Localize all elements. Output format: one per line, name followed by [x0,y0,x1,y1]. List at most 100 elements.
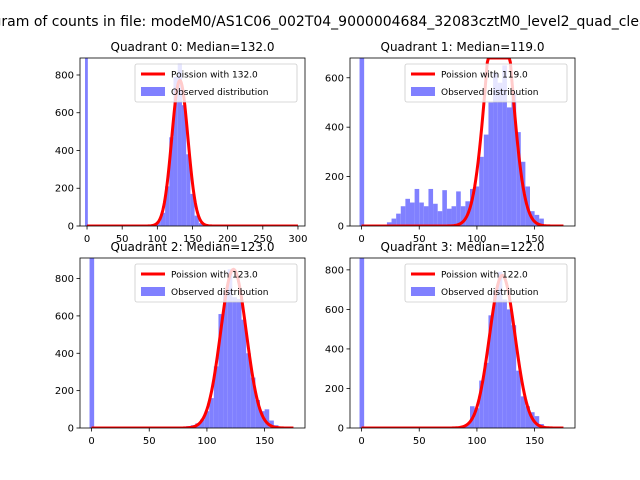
y-tick-label: 800 [55,70,74,81]
subplot-title: Quadrant 3: Median=122.0 [381,240,545,254]
hist-bar [198,223,204,226]
hist-bar [173,76,178,226]
x-tick-label: 100 [467,436,486,447]
y-tick-label: 800 [55,274,74,285]
legend-box [134,263,298,303]
legend-box [134,63,298,103]
legend-label-hist: Observed distribution [171,88,268,98]
hist-bar [534,416,540,428]
y-tick-label: 200 [325,384,344,395]
plot-area [85,58,299,226]
hist-bar-zero [359,258,365,428]
x-tick-label: 50 [143,436,156,447]
axes-frame [79,257,306,429]
y-tick-label: 400 [325,123,344,134]
hist-bar-zero [85,58,88,226]
hist-bar [236,299,242,428]
hist-bar [410,202,415,226]
x-tick-label: 200 [218,234,237,245]
hist-bar [539,218,544,226]
x-tick-label: 0 [88,436,94,447]
subplot-quadrant-0: 0 50 100 150 200 250 300 0 200 400 600 800 Quadrant … [55,40,308,245]
hist-bar [446,208,452,226]
x-tick-label: 100 [467,234,486,245]
y-tick-label: 0 [338,222,344,233]
y-tick-label: 200 [325,172,344,183]
hist-bar [177,63,182,226]
y-tick-label: 600 [55,311,74,322]
axes-frame [349,257,576,429]
legend: Poission with 132.0 Observed distribution [134,63,298,103]
subplot-grid: 0 50 100 150 200 250 300 0 200 400 600 800 Quadrant … [55,40,576,447]
hist-bar [186,154,191,226]
y-tick-label: 400 [325,344,344,355]
y-tick-label: 800 [325,265,344,276]
legend-label-poisson: Poission with 132.0 [171,71,258,81]
hist-bar [442,190,447,226]
plot-area [359,258,564,428]
poisson-curve [361,273,564,428]
subplot-title: Quadrant 0: Median=132.0 [111,40,275,54]
hist-bar [213,366,219,428]
x-tick-label: 150 [255,436,274,447]
y-tick-label: 600 [325,73,344,84]
hist-bar [264,409,270,428]
hist-bar [269,420,274,428]
legend: Poission with 123.0 Observed distribution [134,263,298,303]
x-tick-label: 0 [358,234,364,245]
hist-bar [520,396,526,428]
hist-bar [516,132,521,226]
hist-bar-zero [359,58,365,226]
x-tick-label: 150 [525,234,544,245]
hist-bar [511,92,517,226]
legend-label-hist: Observed distribution [441,88,538,98]
x-tick-label: 100 [197,436,216,447]
hist-bar [165,186,170,226]
hist-bar [194,215,199,226]
x-tick-label: 0 [358,436,364,447]
hist-bar [419,202,424,226]
y-tick-label: 600 [325,305,344,316]
hist-bar [506,309,512,428]
subplot-title: Quadrant 1: Median=119.0 [381,40,545,54]
x-tick-label: 50 [413,234,426,245]
poisson-curve [86,78,299,226]
hist-bar [204,411,210,428]
hist-bar [423,206,429,226]
hist-bar [391,218,397,226]
poisson-curve [91,267,294,428]
hist-bar [502,65,507,226]
hist-bar [516,370,521,428]
hist-bar [250,377,256,428]
legend-box [404,63,568,103]
legend-label-poisson: Poission with 122.0 [441,271,528,281]
hist-bar [493,72,498,226]
hist-bar [386,222,392,226]
y-tick-label: 0 [338,424,344,435]
hist-bar [488,315,494,428]
hist-bar [405,198,410,226]
hist-bar [160,212,166,226]
hist-bar [451,206,457,226]
legend: Poission with 122.0 Observed distribution [404,263,568,303]
y-tick-label: 600 [55,108,74,119]
hist-bar [493,291,498,428]
hist-bar [428,188,434,226]
hist-bar [479,156,484,226]
plot-area [359,58,564,226]
hist-bar [497,82,503,226]
y-tick-label: 400 [55,146,74,157]
hist-bar [497,271,503,428]
legend-hist-swatch [141,87,165,96]
hist-bar [483,362,489,428]
poisson-curve [361,58,564,226]
y-tick-label: 400 [55,349,74,360]
hist-bar [483,134,489,226]
hist-bar [506,107,512,226]
legend-hist-swatch [411,287,435,296]
hist-bar [246,353,251,428]
legend-label-hist: Observed distribution [441,288,538,298]
hist-bar [209,398,214,428]
hist-bar [396,213,401,226]
